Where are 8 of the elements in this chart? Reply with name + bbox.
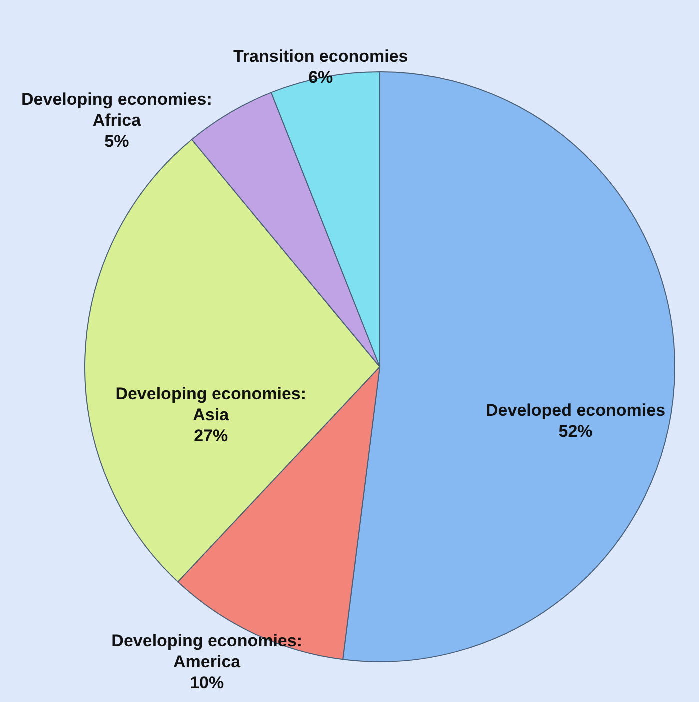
slice-label: Developed economies xyxy=(486,400,666,420)
slice-label: Transition economies xyxy=(233,46,408,66)
slice-label: Developing economies: Asia xyxy=(116,384,307,424)
data-label: 10% xyxy=(190,674,224,693)
data-label: 52% xyxy=(558,422,593,441)
data-label: 27% xyxy=(194,426,228,446)
slice-label: Developing economies: Africa xyxy=(22,90,212,130)
data-label: 5% xyxy=(104,132,130,152)
